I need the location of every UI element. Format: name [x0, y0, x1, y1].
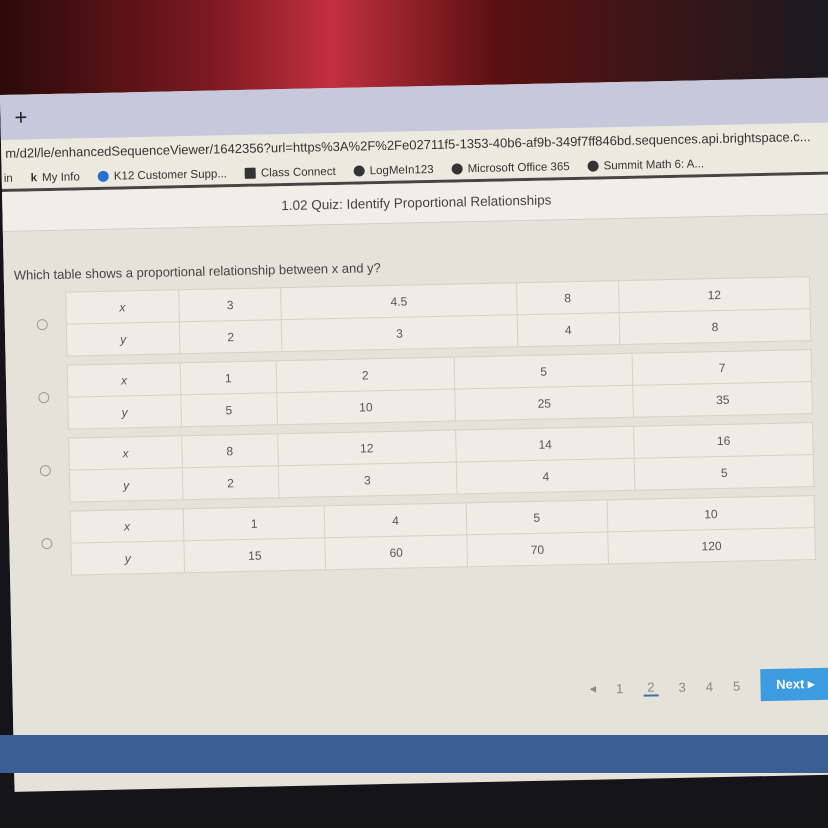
- table-cell: 10: [276, 389, 456, 425]
- prev-page-button[interactable]: ◂: [589, 680, 597, 696]
- table-cell: 1: [183, 505, 326, 541]
- background-photo: [0, 0, 828, 95]
- quiz-content: Which table shows a proportional relatio…: [2, 214, 828, 792]
- table-cell: 5: [454, 353, 634, 390]
- answer-table: x 8 12 14 16 y 2 3 4 5: [68, 422, 814, 503]
- table-cell: 3: [178, 287, 282, 322]
- answer-option[interactable]: x 3 4.5 8 12 y 2 3 4 8: [14, 276, 823, 358]
- table-cell: 120: [607, 527, 816, 564]
- table-cell: 60: [325, 534, 468, 570]
- page-4[interactable]: 4: [705, 678, 714, 694]
- table-cell: 12: [618, 276, 811, 313]
- radio-button[interactable]: [38, 392, 50, 404]
- table-cell: 5: [634, 454, 814, 491]
- answer-option[interactable]: x 1 2 5 7 y 5 10 25 35: [16, 349, 825, 431]
- table-cell: 10: [607, 495, 815, 532]
- table-cell: 4: [456, 458, 636, 495]
- row-label: y: [66, 321, 180, 357]
- table-cell: 4: [516, 312, 620, 347]
- table-cell: 8: [619, 308, 811, 345]
- bookmark-class-connect[interactable]: Class Connect: [244, 165, 336, 179]
- radio-button[interactable]: [41, 538, 53, 550]
- answer-table: x 3 4.5 8 12 y 2 3 4 8: [65, 276, 811, 357]
- table-cell: 1: [180, 360, 277, 395]
- bookmark-office[interactable]: Microsoft Office 365: [451, 161, 570, 175]
- page-5[interactable]: 5: [732, 678, 741, 694]
- table-cell: 12: [277, 430, 457, 466]
- table-cell: 4.5: [280, 282, 517, 320]
- bookmark-my-info[interactable]: k My Info: [30, 170, 80, 184]
- table-cell: 3: [277, 462, 457, 498]
- taskbar: [0, 735, 828, 773]
- bookmark-summit[interactable]: Summit Math 6: A...: [587, 158, 704, 172]
- table-cell: 3: [281, 314, 518, 352]
- table-cell: 8: [181, 433, 278, 468]
- row-label: x: [70, 508, 184, 544]
- row-label: x: [68, 435, 183, 471]
- page-1[interactable]: 1: [615, 680, 624, 696]
- table-cell: 35: [633, 381, 813, 418]
- table-cell: 70: [466, 531, 609, 567]
- table-cell: 8: [516, 280, 620, 315]
- globe-icon: [587, 160, 599, 172]
- row-label: x: [67, 362, 181, 398]
- row-label: x: [65, 289, 180, 325]
- chat-icon: [97, 170, 109, 182]
- table-cell: 2: [275, 357, 455, 393]
- radio-button[interactable]: [39, 465, 51, 477]
- table-cell: 7: [632, 349, 812, 386]
- k12-icon: k: [30, 171, 38, 184]
- answer-option[interactable]: x 1 4 5 10 y 15 60 70 120: [19, 495, 828, 577]
- next-button[interactable]: Next ▸: [759, 667, 828, 702]
- answer-option[interactable]: x 8 12 14 16 y 2 3 4 5: [17, 422, 826, 504]
- table-cell: 14: [455, 426, 635, 463]
- table-cell: 5: [180, 392, 278, 427]
- page-2[interactable]: 2: [643, 678, 659, 697]
- bookmark-k12-support[interactable]: K12 Customer Supp...: [97, 168, 227, 183]
- bookmark-0[interactable]: in: [3, 172, 13, 185]
- table-cell: 2: [182, 465, 279, 500]
- answer-table: x 1 2 5 7 y 5 10 25 35: [67, 349, 813, 430]
- radio-button[interactable]: [36, 319, 48, 331]
- bookmark-logmein[interactable]: LogMeIn123: [353, 163, 434, 177]
- table-cell: 16: [634, 422, 814, 459]
- class-connect-icon: [244, 167, 257, 179]
- page-3[interactable]: 3: [678, 679, 686, 695]
- table-cell: 15: [183, 537, 326, 573]
- table-cell: 5: [465, 499, 608, 535]
- row-label: y: [69, 467, 184, 503]
- table-cell: 4: [324, 502, 467, 538]
- globe-icon: [451, 163, 463, 175]
- browser-window: + m/d2l/le/enhancedSequenceViewer/164235…: [0, 77, 828, 792]
- pagination: ◂ 1 2 3 4 5 Next ▸: [589, 667, 828, 705]
- table-cell: 25: [454, 385, 634, 422]
- table-cell: 2: [179, 319, 283, 354]
- globe-icon: [353, 165, 365, 177]
- new-tab-button[interactable]: +: [14, 103, 28, 130]
- row-label: y: [70, 540, 185, 576]
- row-label: y: [67, 394, 182, 430]
- answer-table: x 1 4 5 10 y 15 60 70 120: [70, 495, 816, 576]
